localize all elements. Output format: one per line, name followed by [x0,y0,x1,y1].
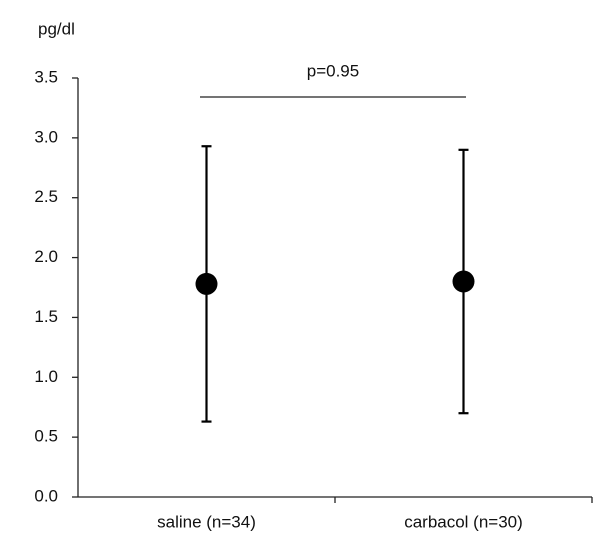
point [452,270,475,293]
p-value-annotation: p=0.95 [307,61,359,80]
y-tick-label: 1.5 [34,307,58,326]
y-tick-label: 3.5 [34,67,58,86]
y-tick-label: 3.0 [34,127,58,146]
y-tick-label: 0.5 [34,427,58,446]
x-tick-label: carbacol (n=30) [404,512,523,531]
x-tick-label: saline (n=34) [157,512,256,531]
y-tick-label: 2.0 [34,247,58,266]
y-tick-label: 0.0 [34,486,58,505]
point [195,272,218,295]
y-tick-label: 1.0 [34,367,58,386]
y-axis-label: pg/dl [38,19,75,38]
y-tick-label: 2.5 [34,187,58,206]
